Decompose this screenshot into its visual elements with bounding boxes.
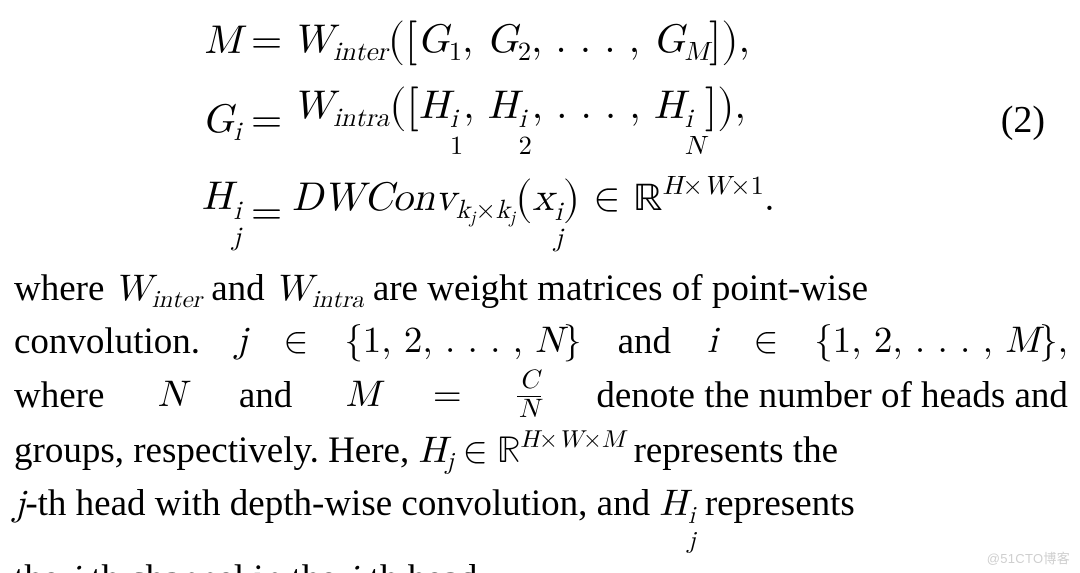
eq1-equals: = <box>241 17 292 65</box>
eq1-rhs: Winter([G1, G2, . . . , GM]), <box>292 14 750 68</box>
text-line-5: j-th head with depth-wise convolution, a… <box>14 478 1068 553</box>
text-line-6: the i-th channel in the j-th head. <box>14 553 1068 573</box>
watermark: @51CTO博客 <box>987 548 1070 567</box>
eq3-rhs: DWConvkj×kj(xij) ∈ ℝH×W×1. <box>292 172 775 252</box>
eq2-rhs: Wintra([Hi1, Hi2, . . . , HiN]), <box>292 80 746 160</box>
equation-line-2: Gi = Wintra([Hi1, Hi2, . . . , HiN]), (2… <box>65 80 1045 160</box>
eq3-equals: = <box>241 188 292 236</box>
eq2-lhs: Gi <box>169 96 241 144</box>
eq2-equals: = <box>241 96 292 144</box>
text-line-1: where Winter and Wintra are weight matri… <box>14 263 1068 316</box>
equation-number: (2) <box>1001 98 1045 142</box>
eq3-lhs: Hij <box>169 173 241 251</box>
eq1-lhs: M <box>169 17 241 65</box>
text-line-4: groups, respectively. Here, Hj ∈ ℝH×W×M … <box>14 425 1068 478</box>
equation-line-3: Hij = DWConvkj×kj(xij) ∈ ℝH×W×1. <box>65 172 1045 252</box>
equation-block: M = Winter([G1, G2, . . . , GM]), Gi = W… <box>65 14 1045 253</box>
equation-line-1: M = Winter([G1, G2, . . . , GM]), <box>65 14 1045 68</box>
page: M = Winter([G1, G2, . . . , GM]), Gi = W… <box>0 0 1080 573</box>
fraction-C-over-N: C N <box>517 368 541 425</box>
paragraph: where Winter and Wintra are weight matri… <box>14 263 1068 573</box>
text-line-2: convolution. j ∈ {1, 2, . . . , N} and i… <box>14 316 1068 368</box>
text-line-3: where N and M = C N denote the number of… <box>14 368 1068 425</box>
